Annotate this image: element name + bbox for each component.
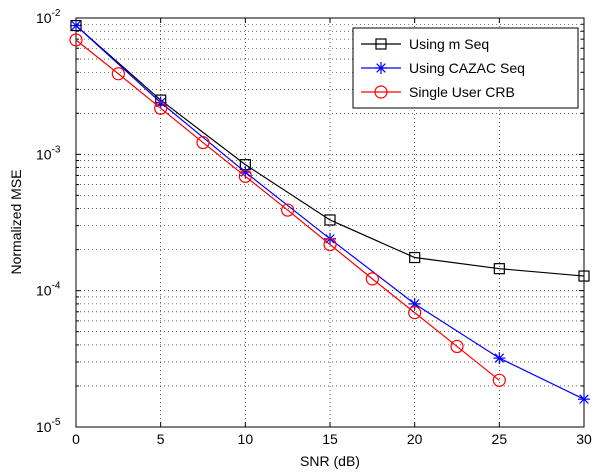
- data-point-circle: [374, 85, 388, 99]
- series-line: [75, 39, 500, 381]
- legend-label: Using CAZAC Seq: [409, 60, 525, 76]
- legend-label: Single User CRB: [409, 84, 515, 100]
- data-point-circle: [365, 272, 379, 286]
- data-point-circle: [323, 237, 337, 252]
- legend-item: Single User CRB: [361, 84, 515, 100]
- legend-item: Using m Seq: [361, 36, 489, 52]
- data-point-star: [578, 393, 590, 406]
- x-axis-label: SNR (dB): [300, 453, 360, 469]
- series-3: [69, 33, 506, 387]
- data-point-circle: [111, 67, 125, 81]
- legend-item: Using CAZAC Seq: [361, 60, 525, 76]
- x-tick-label: 0: [72, 431, 80, 447]
- x-tick-label: 5: [157, 431, 165, 447]
- data-point-circle: [69, 33, 83, 47]
- y-axis-label: Normalized MSE: [8, 169, 24, 274]
- data-point-star: [493, 352, 506, 365]
- data-point-circle: [492, 373, 506, 387]
- y-tick-label: 10-3: [36, 144, 61, 162]
- data-point-circle: [154, 101, 168, 115]
- x-tick-label: 20: [407, 431, 423, 447]
- series-layer: [69, 19, 590, 406]
- legend-label: Using m Seq: [409, 36, 489, 52]
- axis-ticks: 0 5 10 15 20 25 30 10-5 10-4 10-3 10-2: [36, 8, 592, 447]
- data-point-circle: [281, 203, 295, 217]
- y-tick-label: 10-2: [36, 8, 61, 26]
- y-tick-label: 10-4: [36, 281, 61, 299]
- data-point-circle: [408, 306, 422, 320]
- x-tick-label: 15: [322, 431, 338, 447]
- data-point-circle: [238, 169, 252, 183]
- grid: [76, 18, 584, 427]
- data-point-star: [70, 19, 82, 32]
- data-point-square: [578, 270, 590, 282]
- data-point-square: [324, 214, 336, 226]
- x-tick-label: 30: [576, 431, 592, 447]
- legend: Using m Seq Using CAZAC Seq Single User CR…: [352, 27, 579, 109]
- data-point-circle: [450, 339, 464, 354]
- data-point-circle: [196, 135, 210, 150]
- x-tick-label: 25: [492, 431, 508, 447]
- data-point-star: [375, 62, 387, 74]
- data-point-square: [375, 38, 387, 50]
- y-tick-label: 10-5: [36, 417, 61, 435]
- data-point-square: [409, 251, 421, 264]
- data-point-square: [493, 263, 505, 275]
- x-tick-label: 10: [238, 431, 254, 447]
